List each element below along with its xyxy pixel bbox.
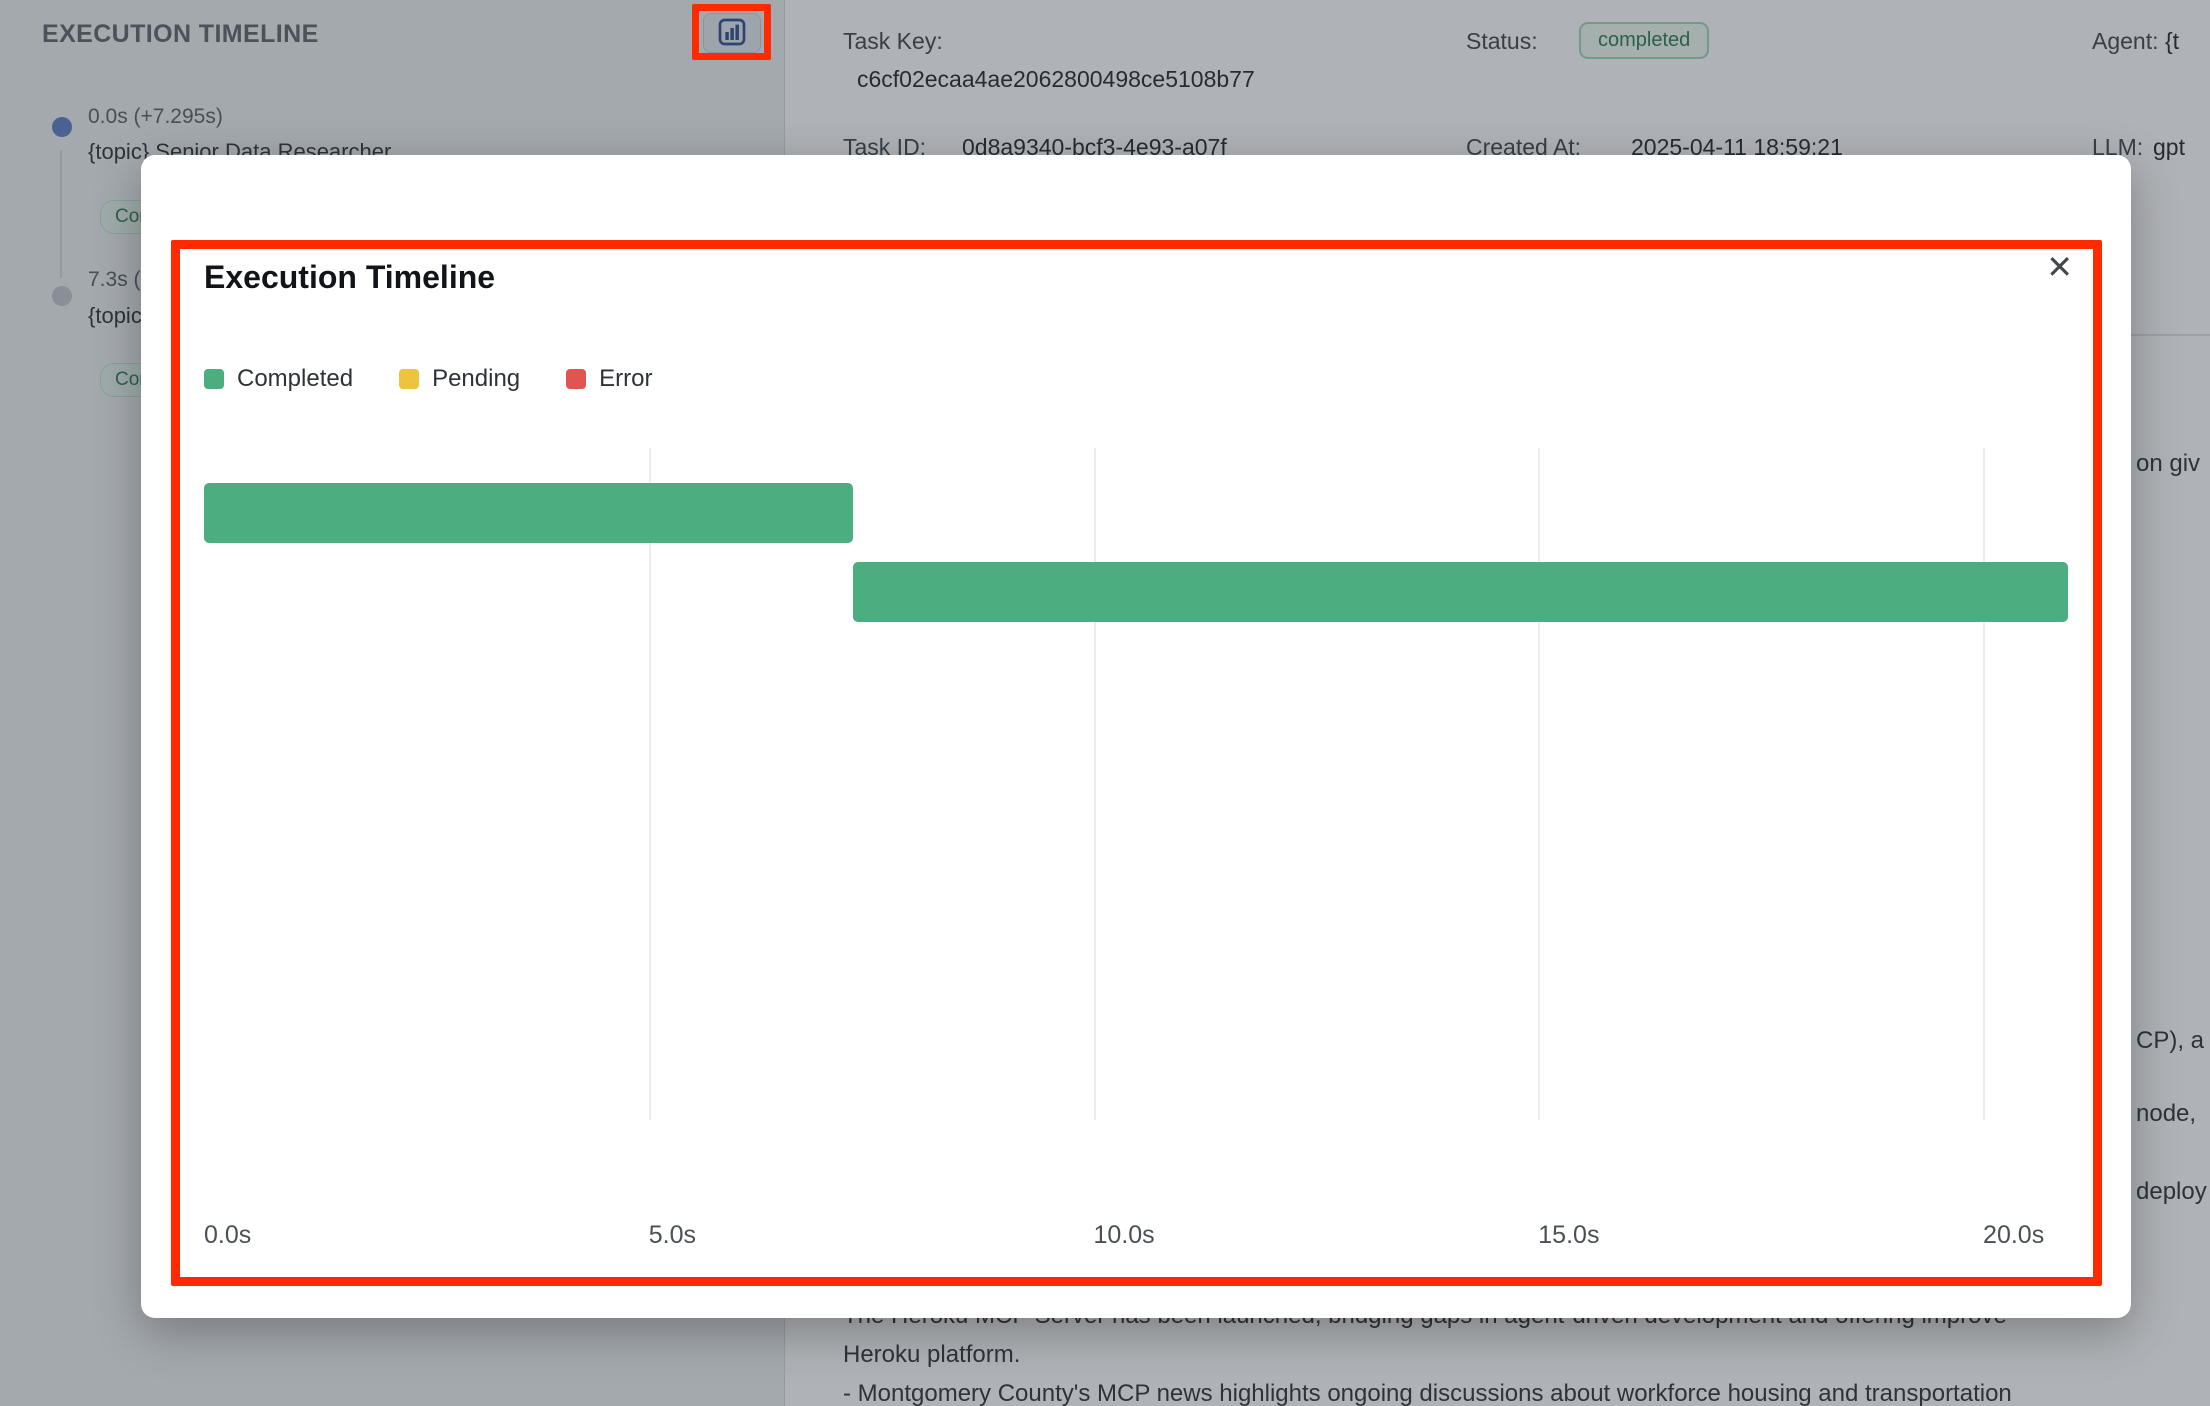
- legend-label: Error: [599, 365, 653, 392]
- task-output-line: - Montgomery County's MCP news highlight…: [843, 1380, 2012, 1406]
- clipped-text-fragment: on giv: [2136, 450, 2201, 477]
- axis-tick-label: 0.0s: [204, 1221, 252, 1249]
- gridline: [1983, 448, 1986, 1120]
- axis-tick-label: 10.0s: [1093, 1221, 1155, 1249]
- task-output-line: Heroku platform.: [843, 1341, 1021, 1368]
- timeline-connector: [60, 150, 62, 278]
- legend-item-error: Error: [566, 365, 652, 393]
- timeline-dot: [52, 117, 72, 137]
- bar-chart-icon: [716, 16, 748, 51]
- gridline: [648, 448, 651, 1120]
- pending-swatch: [399, 369, 420, 389]
- clipped-text-fragment: node,: [2136, 1100, 2197, 1127]
- error-swatch: [566, 369, 587, 389]
- agent-value: {t: [2165, 28, 2180, 54]
- axis-tick-label: 15.0s: [1538, 1221, 1600, 1249]
- gridline: [1093, 448, 1096, 1120]
- legend-item-completed: Completed: [204, 365, 353, 393]
- gridline: [1538, 448, 1541, 1120]
- timeline-chart-button[interactable]: [703, 13, 761, 53]
- completed-swatch: [204, 369, 224, 389]
- chart-legend: Completed Pending Error: [204, 365, 652, 393]
- status-label: Status:: [1466, 28, 1538, 54]
- axis-tick-label: 20.0s: [1983, 1221, 2045, 1249]
- legend-label: Pending: [432, 365, 521, 392]
- llm-value: gpt: [2153, 134, 2185, 160]
- agent-label: Agent:: [2092, 28, 2159, 54]
- execution-timeline-modal: Execution Timeline ✕ Completed Pending E…: [141, 155, 2131, 1318]
- timeline-dot: [52, 286, 72, 306]
- legend-label: Completed: [237, 365, 354, 392]
- gantt-bar[interactable]: [204, 483, 853, 543]
- clipped-text-fragment: CP), a: [2136, 1027, 2205, 1054]
- axis-tick-label: 5.0s: [648, 1221, 697, 1249]
- legend-item-pending: Pending: [399, 365, 520, 393]
- timeline-item-label[interactable]: {topic}: [88, 303, 150, 328]
- status-pill: completed: [1579, 22, 1710, 59]
- modal-title: Execution Timeline: [204, 259, 496, 295]
- gantt-plot: [204, 448, 2072, 1120]
- close-icon[interactable]: ✕: [2042, 247, 2077, 287]
- gantt-axis: 0.0s 5.0s 10.0s 15.0s 20.0s: [204, 1221, 2072, 1261]
- gantt-bar[interactable]: [852, 562, 2069, 622]
- clipped-text-fragment: deploy: [2136, 1178, 2207, 1205]
- task-key-label: Task Key:: [843, 28, 943, 54]
- timeline-item-time: 0.0s (+7.295s): [88, 105, 223, 128]
- sidebar-title: EXECUTION TIMELINE: [42, 20, 319, 48]
- task-key-value: c6cf02ecaa4ae2062800498ce5108b77: [857, 66, 1255, 92]
